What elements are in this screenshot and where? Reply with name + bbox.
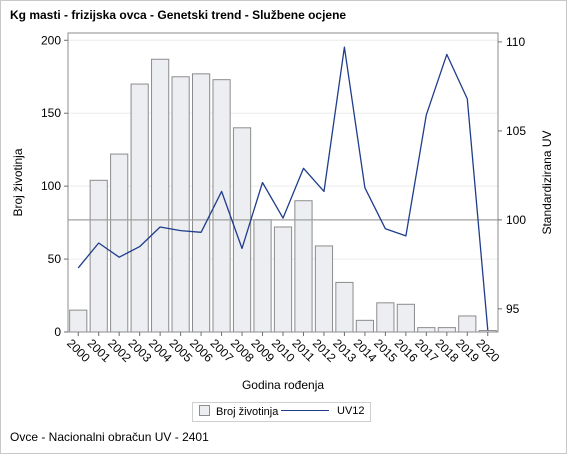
legend-bar-swatch — [199, 405, 210, 416]
bar-2018 — [437, 327, 456, 333]
bar-2016 — [396, 303, 415, 333]
bar-2006 — [191, 73, 211, 333]
legend-item-bars: Broj životinja — [199, 405, 278, 418]
y2-tick-label: 95 — [506, 302, 520, 316]
legend-item-line: UV12 — [281, 405, 365, 417]
bar-2000 — [69, 309, 88, 333]
x-axis-title: Godina rođenja — [242, 378, 324, 392]
bar-2013 — [335, 281, 354, 333]
y-tick-label: 200 — [41, 33, 61, 47]
chart-legend: Broj životinja UV12 — [192, 402, 371, 422]
bar-2007 — [212, 79, 231, 333]
y-tick-label: 0 — [54, 325, 61, 339]
bar-2004 — [151, 58, 170, 333]
bar-2001 — [89, 179, 108, 333]
bar-2010 — [273, 226, 293, 333]
y2-tick-label: 105 — [506, 124, 526, 138]
bar-2015 — [376, 302, 395, 333]
bar-2012 — [314, 245, 334, 333]
bar-2005 — [171, 76, 190, 333]
y-tick-label: 100 — [41, 179, 61, 193]
bar-2014 — [355, 319, 375, 333]
y2-tick-label: 110 — [506, 35, 525, 49]
bar-2002 — [110, 153, 129, 333]
uv12-line — [77, 46, 489, 331]
legend-label-line: UV12 — [337, 405, 365, 417]
legend-label-bars: Broj životinja — [216, 406, 279, 418]
bar-2009 — [253, 219, 272, 333]
y2-tick-label: 100 — [506, 213, 526, 227]
legend-line-swatch — [281, 410, 329, 411]
bar-2019 — [458, 315, 477, 333]
bar-2017 — [417, 327, 436, 333]
y-tick-label: 50 — [48, 252, 62, 266]
y2-axis-title: Standardizirana UV — [540, 130, 554, 234]
footnote: Ovce - Nacionalni obračun UV - 2401 — [10, 430, 209, 444]
y-tick-label: 150 — [41, 106, 61, 120]
y-axis-title: Broj životinja — [11, 148, 25, 216]
chart-title: Kg masti - frizijska ovca - Genetski tre… — [10, 8, 347, 22]
bar-2003 — [130, 83, 149, 333]
